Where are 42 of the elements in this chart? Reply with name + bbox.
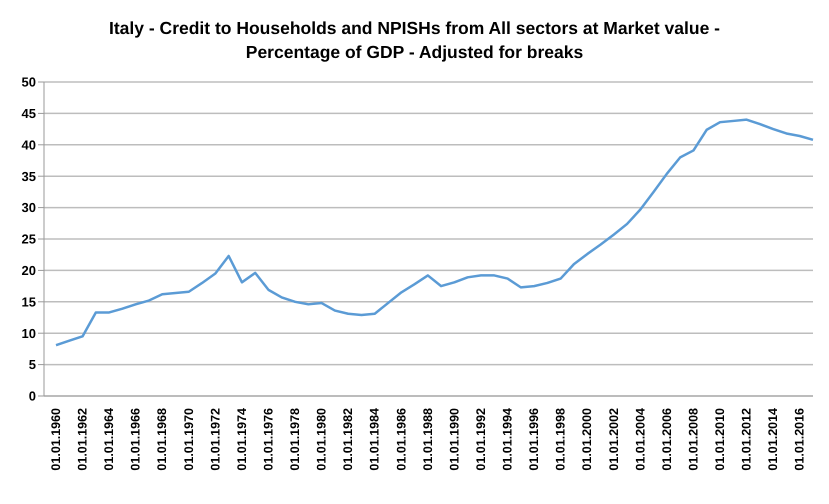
x-tick-label: 01.01.1998 xyxy=(554,408,568,471)
x-tick-label: 01.01.1988 xyxy=(420,408,435,471)
x-tick-label: 01.01.1970 xyxy=(182,408,196,471)
y-tick-label: 35 xyxy=(22,168,36,184)
x-tick-label: 01.01.2016 xyxy=(792,408,807,471)
y-tick-label: 25 xyxy=(22,232,36,247)
x-tick-label: 01.01.2002 xyxy=(606,408,621,471)
x-tick-label: 01.01.2008 xyxy=(686,408,700,471)
x-tick-label: 01.01.2006 xyxy=(660,408,674,471)
x-tick-label: 01.01.1982 xyxy=(341,408,356,471)
x-tick-label: 01.01.2012 xyxy=(740,408,754,471)
x-tick-label: 01.01.1980 xyxy=(314,408,329,471)
y-tick-label: 10 xyxy=(22,326,36,341)
x-tick-label: 01.01.1972 xyxy=(208,408,222,471)
chart-title: Italy - Credit to Households and NPISHs from All sectors at Market value - Percentage of GDP - Adjusted for breaks xyxy=(108,17,721,64)
x-tick-label: 01.01.1966 xyxy=(128,408,143,471)
y-tick-label: 15 xyxy=(22,294,36,310)
x-tick-label: 01.01.1974 xyxy=(234,408,249,471)
x-tick-label: 01.01.1976 xyxy=(261,408,276,471)
x-tick-label: 01.01.2014 xyxy=(766,408,780,471)
x-tick-label: 01.01.1960 xyxy=(49,408,63,471)
x-tick-label: 01.01.1996 xyxy=(527,408,542,471)
y-tick-label: 0 xyxy=(28,388,36,404)
x-tick-label: 01.01.1964 xyxy=(102,408,116,471)
y-tick-label: 50 xyxy=(22,74,36,90)
x-tick-label: 01.01.1990 xyxy=(447,408,462,471)
y-tick-label: 45 xyxy=(22,106,36,122)
x-tick-label: 01.01.1986 xyxy=(394,408,408,471)
x-tick-label: 01.01.2004 xyxy=(633,408,648,471)
y-tick-label: 30 xyxy=(22,200,36,216)
y-tick-label: 40 xyxy=(22,137,36,152)
x-tick-label: 01.01.1978 xyxy=(288,408,302,471)
x-tick-label: 01.01.1984 xyxy=(368,408,382,471)
x-tick-label: 01.01.1962 xyxy=(76,408,90,471)
x-tick-label: 01.01.2010 xyxy=(713,408,728,471)
line-series xyxy=(54,118,814,346)
x-tick-label: 01.01.1994 xyxy=(500,408,515,471)
x-tick-label: 01.01.1992 xyxy=(474,408,488,471)
y-tick-label: 5 xyxy=(28,357,36,372)
y-tick-label: 20 xyxy=(22,263,36,278)
x-tick-label: 01.01.1968 xyxy=(155,408,170,471)
x-tick-label: 01.01.2000 xyxy=(580,408,594,471)
